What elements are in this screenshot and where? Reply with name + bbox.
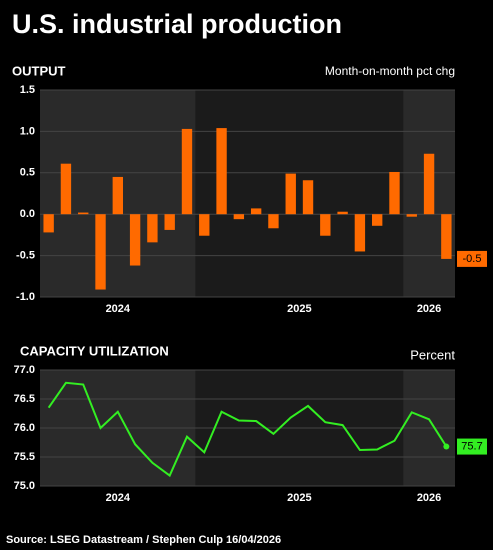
value-label-box bbox=[457, 250, 487, 267]
y-tick-label: 1.5 bbox=[20, 84, 35, 96]
bar bbox=[147, 214, 158, 243]
y-tick-label: 75.5 bbox=[14, 451, 35, 463]
bar bbox=[78, 212, 89, 215]
bar bbox=[60, 163, 72, 215]
bar bbox=[302, 180, 314, 215]
y-tick-label: 0.0 bbox=[20, 208, 35, 220]
line bbox=[47, 381, 448, 478]
x-tick-label: 2026 bbox=[417, 303, 441, 315]
page-title: U.S. industrial production bbox=[12, 9, 342, 39]
y-tick-label: 1.0 bbox=[20, 125, 35, 137]
y-tick-label: 75.0 bbox=[14, 480, 35, 492]
bar bbox=[43, 214, 54, 233]
bar bbox=[95, 214, 106, 290]
chart-subtitle: Percent bbox=[410, 347, 455, 362]
chart-subtitle: Month-on-month pct chg bbox=[325, 64, 455, 78]
value-label: -0.5 bbox=[463, 253, 482, 265]
bar bbox=[112, 176, 123, 215]
bar bbox=[372, 214, 383, 226]
bar bbox=[423, 153, 435, 215]
x-tick-label: 2025 bbox=[287, 492, 311, 504]
bar bbox=[441, 214, 452, 259]
y-tick-label: 77.0 bbox=[14, 364, 35, 376]
bar bbox=[233, 214, 245, 220]
bar bbox=[129, 214, 141, 266]
source: Source: LSEG Datastream / Stephen Culp 1… bbox=[6, 534, 281, 546]
bar bbox=[320, 214, 331, 236]
bar bbox=[354, 214, 366, 252]
year-band bbox=[195, 90, 404, 297]
y-tick-label: 76.5 bbox=[14, 393, 35, 405]
bar bbox=[337, 211, 348, 215]
x-tick-label: 2025 bbox=[287, 303, 311, 315]
y-tick-label: -0.5 bbox=[16, 250, 35, 262]
value-label-box bbox=[457, 438, 487, 455]
y-tick-label: -1.0 bbox=[16, 291, 35, 303]
chart-title: OUTPUT bbox=[12, 63, 66, 78]
bar bbox=[406, 214, 417, 217]
y-tick-label: 76.0 bbox=[14, 422, 35, 434]
bar bbox=[285, 173, 296, 215]
bar bbox=[250, 208, 262, 215]
x-tick-label: 2024 bbox=[106, 492, 131, 504]
value-label: 75.7 bbox=[461, 440, 482, 452]
bar bbox=[268, 214, 279, 229]
bar bbox=[199, 214, 210, 236]
end-dot bbox=[443, 443, 450, 450]
bar bbox=[181, 128, 193, 215]
bar bbox=[164, 214, 175, 230]
x-tick-label: 2024 bbox=[106, 303, 131, 315]
x-tick-label: 2026 bbox=[417, 492, 441, 504]
chart-title: CAPACITY UTILIZATION bbox=[20, 343, 169, 358]
bar bbox=[389, 171, 400, 215]
y-tick-label: 0.5 bbox=[20, 167, 35, 179]
bar bbox=[216, 128, 227, 215]
